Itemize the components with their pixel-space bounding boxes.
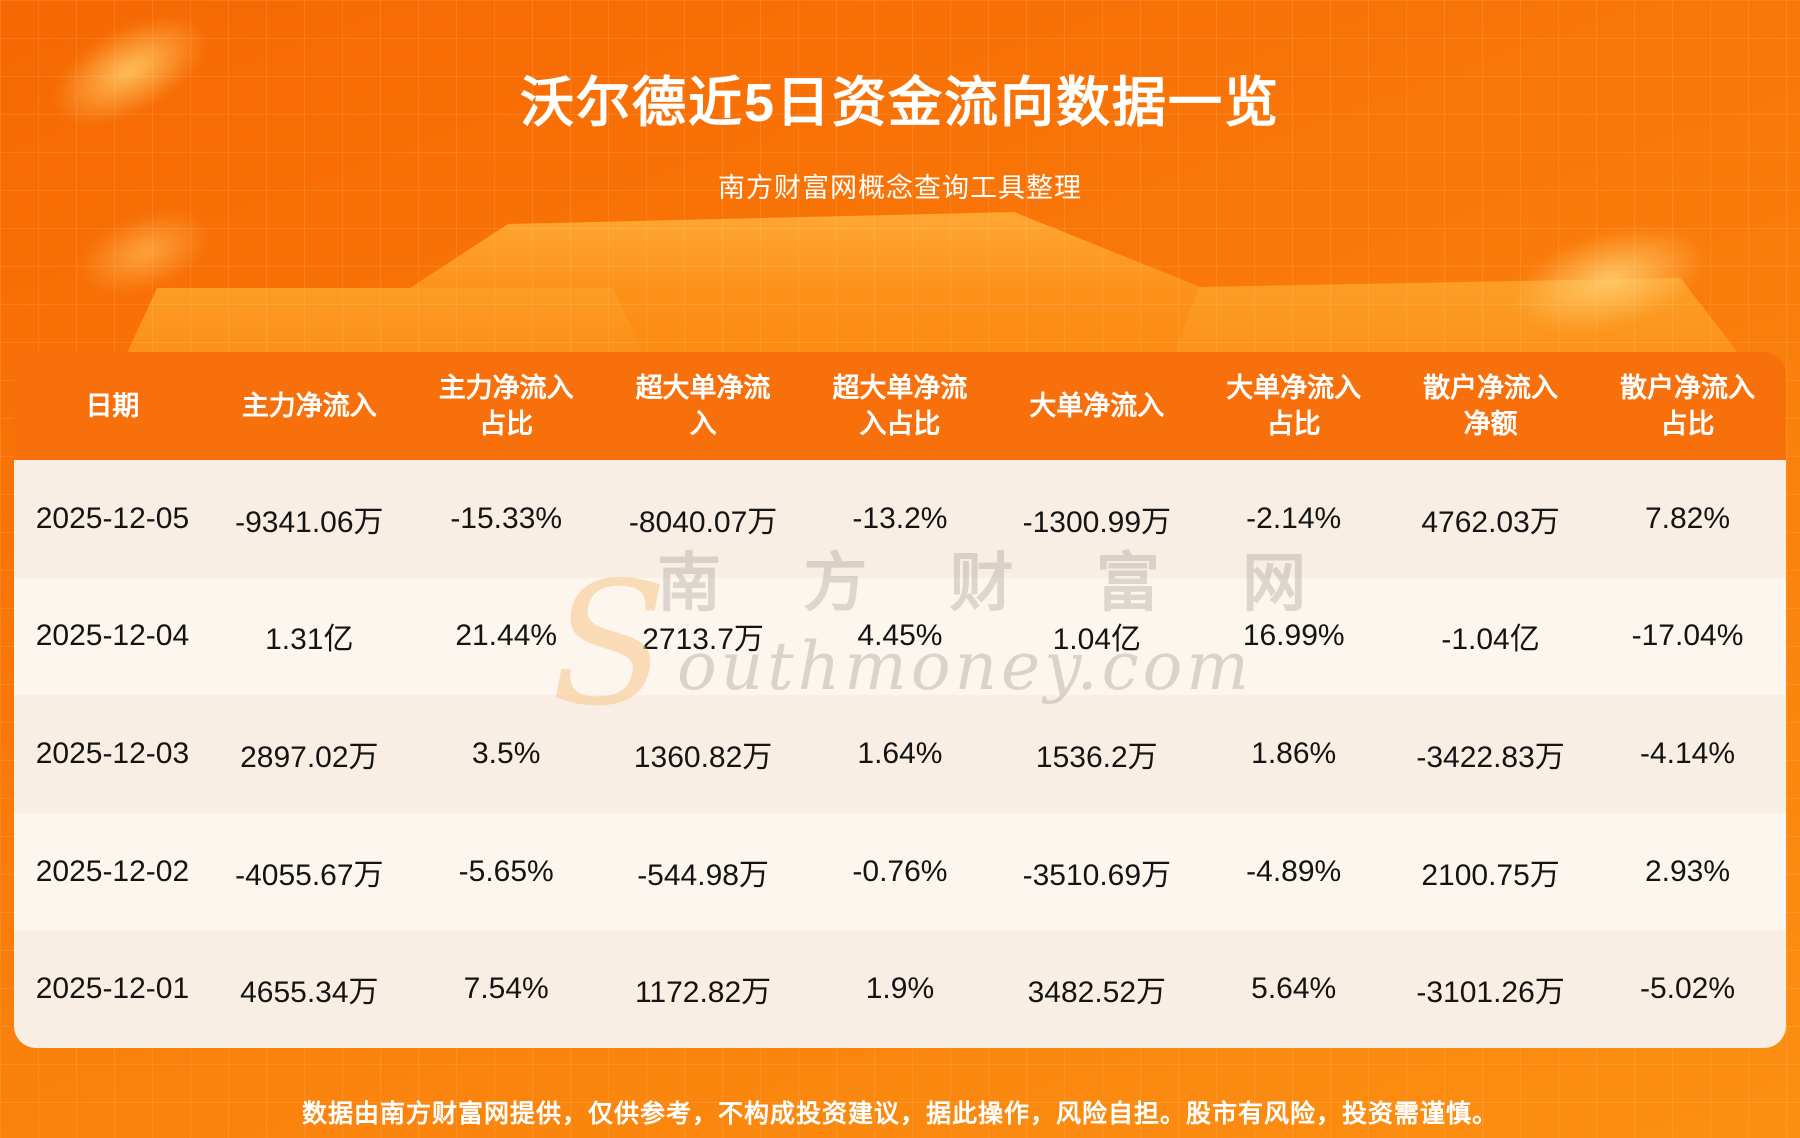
table-cell: 3482.52万: [1027, 976, 1167, 1010]
header-cell: 大单净流入 占比: [1226, 372, 1362, 439]
table-cell: -4.14%: [1639, 736, 1736, 770]
table-cell: -3510.69万: [1022, 858, 1172, 892]
header-cell: 日期: [85, 390, 140, 421]
table-cell: 3.5%: [471, 736, 541, 770]
table-row: 2025-12-02 -4055.67万 -5.65% -544.98万 -0.76% -…: [14, 812, 1786, 931]
table-cell: -17.04%: [1631, 619, 1744, 653]
table-row: 2025-12-03 2897.02万 3.5% 1360.82万 1.64% 1536.…: [14, 695, 1786, 813]
footer-disclaimer: 数据由南方财富网提供，仅供参考，不构成投资建议，据此操作，风险自担。股市有风险，…: [301, 1100, 1498, 1128]
table-cell: 1536.2万: [1035, 740, 1158, 774]
table-cell: -1300.99万: [1022, 505, 1172, 539]
table-row: 2025-12-05 -9341.06万 -15.33% -8040.07万 -13.2…: [14, 460, 1786, 578]
header-cell: 主力净流入: [241, 390, 377, 421]
table-cell: 1.04亿: [1052, 623, 1141, 657]
table-cell: 4762.03万: [1421, 505, 1560, 539]
table-cell: 21.44%: [455, 619, 558, 653]
table-cell: -5.02%: [1639, 972, 1736, 1006]
table-cell: 2025-12-02: [35, 854, 190, 888]
table-header: 日期 主力净流入 主力净流入 占比 超大单净流入超大单净流 入占比 大单净流入 大单净流入 占比…: [14, 352, 1786, 460]
table-cell: 2025-12-01: [35, 972, 190, 1006]
table-cell: -13.2%: [852, 501, 948, 535]
table-cell: 2713.7万: [642, 623, 764, 657]
table-cell: 2025-12-03: [35, 736, 190, 770]
table-cell: -4055.67万: [235, 858, 384, 892]
table-cell: 4655.34万: [240, 976, 379, 1010]
table-cell: -0.76%: [852, 854, 948, 888]
table-cell: 1.31亿: [265, 623, 354, 657]
header-cell: 大单净流入: [1029, 390, 1165, 421]
table-cell: 2897.02万: [240, 740, 379, 774]
table-cell: 1.64%: [857, 736, 943, 770]
table-row: 2025-12-04 1.31亿 21.44% 2713.7万 4.45% 1.04亿 16…: [14, 577, 1786, 696]
table-cell: -4.89%: [1246, 854, 1342, 888]
page-title: 沃尔德近5日资金流向数据一览: [519, 73, 1281, 133]
table-cell: -5.65%: [458, 854, 554, 888]
table-cell: -544.98万: [637, 858, 769, 892]
table-cell: 1360.82万: [633, 740, 773, 774]
table-cell: -8040.07万: [628, 505, 778, 539]
header-cell: 散户净流入 占比: [1620, 372, 1755, 439]
table-header-row: 日期 主力净流入 主力净流入 占比 超大单净流入超大单净流 入占比 大单净流入 大单净流入 占比…: [14, 352, 1786, 460]
table-cell: 2025-12-04: [35, 619, 190, 653]
table-cell: 1.9%: [865, 972, 935, 1006]
header-cell: 主力净流入 占比: [438, 372, 574, 439]
table-cell: 7.82%: [1644, 501, 1731, 535]
table-cell: 16.99%: [1242, 619, 1345, 653]
table-cell: -3101.26万: [1416, 976, 1565, 1010]
table-cell: 2025-12-05: [35, 501, 190, 535]
table-cell: 4.45%: [857, 619, 943, 653]
table-cell: 2100.75万: [1421, 858, 1560, 892]
fund-flow-table: 日期 主力净流入 主力净流入 占比 超大单净流入超大单净流 入占比 大单净流入 大单净流入 占比…: [14, 352, 1786, 1048]
table-cell: -1.04亿: [1441, 623, 1540, 657]
table-cell: -2.14%: [1246, 501, 1342, 535]
table-row: 2025-12-01 4655.34万 7.54% 1172.82万 1.9% 3482.…: [14, 930, 1786, 1048]
table-body: 2025-12-05 -9341.06万 -15.33% -8040.07万 -13.2…: [14, 460, 1786, 1048]
table-cell: 1172.82万: [634, 976, 772, 1010]
table-cell: 2.93%: [1644, 854, 1731, 888]
table-cell: -9341.06万: [235, 505, 384, 539]
table-cell: -15.33%: [450, 501, 563, 535]
table-cell: -3422.83万: [1416, 740, 1565, 774]
header-cell: 超大单净流 入占比: [832, 372, 968, 439]
table-cell: 1.86%: [1251, 736, 1337, 770]
table-cell: 7.54%: [463, 972, 549, 1006]
header-cell: 超大单净流入: [635, 372, 771, 439]
header-cell: 散户净流入 净额: [1423, 372, 1559, 439]
fund-flow-table-card: S 南 方 财 富 网 outhmoney.com 日期 主力净流入 主力净流入 占比…: [14, 352, 1786, 1048]
page-subtitle: 南方财富网概念查询工具整理: [718, 173, 1082, 203]
table-cell: 5.64%: [1251, 972, 1337, 1006]
